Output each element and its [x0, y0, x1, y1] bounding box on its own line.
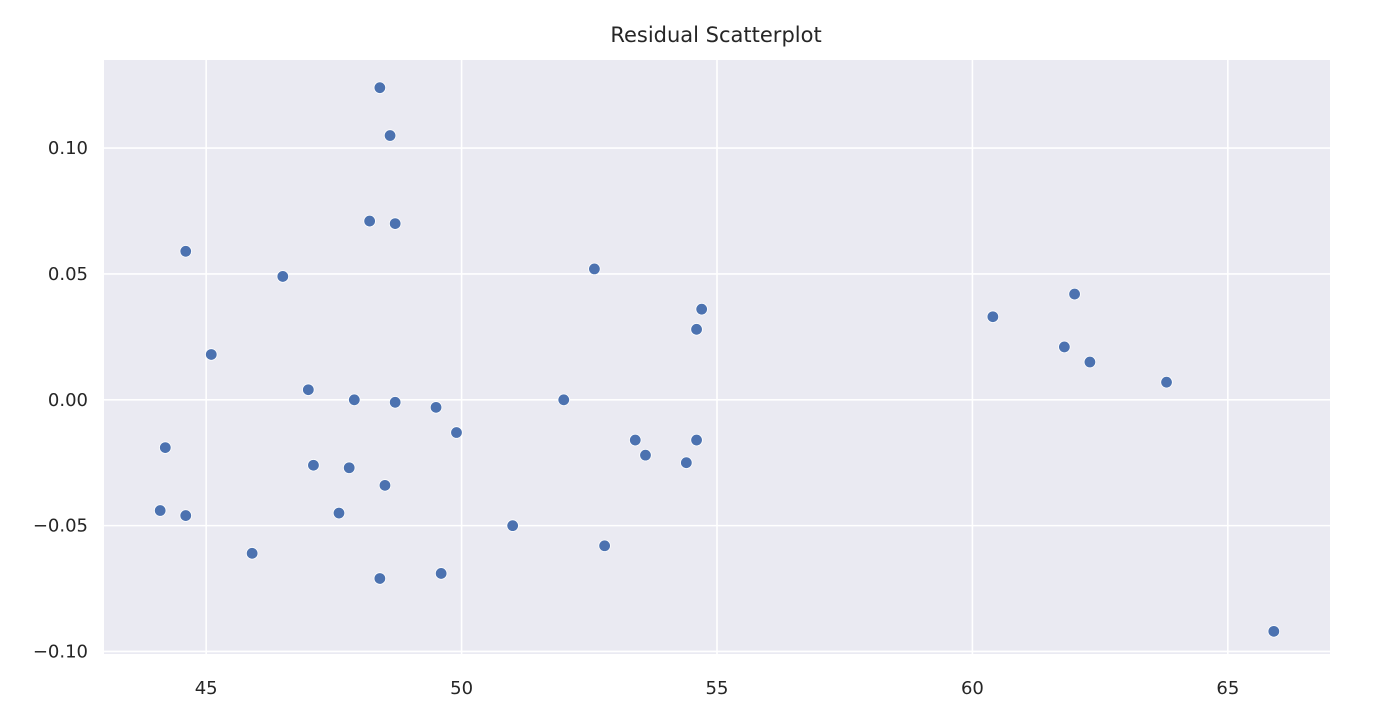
- x-tick-label: 50: [450, 678, 473, 699]
- x-tick-label: 65: [1216, 678, 1239, 699]
- data-point: [383, 129, 397, 142]
- data-point: [378, 479, 392, 492]
- x-tick-label: 60: [961, 678, 984, 699]
- data-point: [695, 302, 708, 316]
- data-point: [986, 310, 1000, 323]
- data-point: [343, 461, 356, 474]
- data-point: [205, 348, 218, 361]
- data-point: [1267, 625, 1281, 638]
- grid-lines: [104, 60, 1330, 654]
- data-point: [307, 459, 320, 472]
- x-tick-label: 55: [706, 678, 729, 699]
- y-tick-label: 0.10: [48, 138, 88, 159]
- data-point: [429, 401, 443, 414]
- data-point: [1058, 340, 1071, 354]
- data-point: [276, 270, 289, 283]
- data-point: [373, 572, 387, 585]
- data-point: [680, 456, 693, 469]
- data-point: [245, 547, 259, 560]
- data-point: [302, 383, 315, 396]
- x-axis-tick-labels: 45 50 55 60 65: [195, 678, 1240, 699]
- data-point: [690, 433, 703, 447]
- data-point: [1083, 355, 1097, 369]
- data-points: [153, 81, 1281, 638]
- data-point: [557, 393, 570, 406]
- data-point: [588, 262, 601, 276]
- data-point: [598, 539, 611, 552]
- data-point: [348, 393, 361, 406]
- data-point: [1160, 375, 1173, 389]
- y-tick-label: −0.05: [33, 516, 88, 537]
- y-tick-label: 0.00: [48, 390, 88, 411]
- data-point: [179, 509, 192, 522]
- y-axis-tick-labels: −0.10 −0.05 0.00 0.05 0.10: [33, 138, 88, 662]
- data-point: [388, 396, 402, 409]
- data-point: [639, 448, 652, 462]
- chart-title: Residual Scatterplot: [610, 23, 821, 47]
- data-point: [179, 245, 192, 258]
- data-point: [434, 567, 448, 580]
- data-point: [1068, 287, 1081, 301]
- data-point: [450, 426, 463, 439]
- data-point: [153, 504, 167, 517]
- y-tick-label: −0.10: [33, 641, 88, 662]
- data-point: [690, 323, 703, 336]
- data-point: [332, 506, 346, 520]
- x-tick-label: 45: [195, 678, 218, 699]
- data-point: [388, 217, 402, 230]
- data-point: [629, 433, 642, 447]
- data-point: [363, 214, 376, 228]
- data-point: [159, 441, 172, 454]
- data-point: [506, 519, 519, 532]
- data-point: [373, 81, 387, 94]
- y-tick-label: 0.05: [48, 264, 88, 285]
